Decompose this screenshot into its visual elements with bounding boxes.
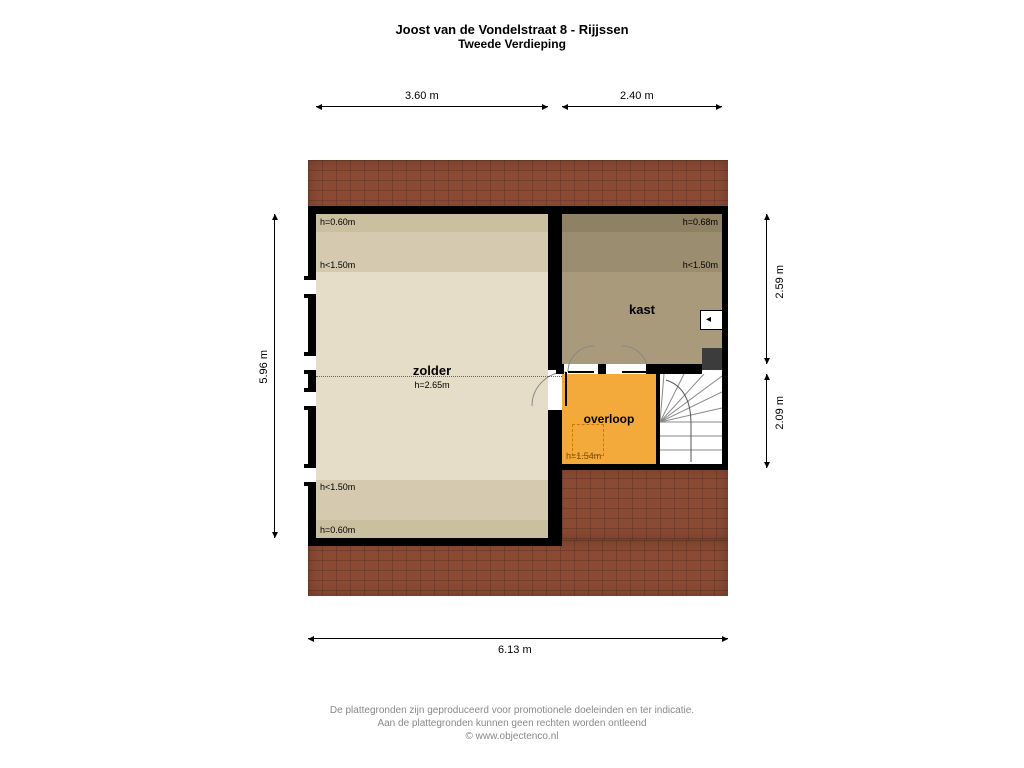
wall-left-4 — [308, 406, 316, 464]
window-left-1-bot — [304, 294, 316, 298]
dim-line-top-left — [316, 106, 548, 107]
footer-line-2: Aan de plattegronden kunnen geen rechten… — [0, 717, 1024, 730]
kast-ceil-top-1: h=0.68m — [683, 217, 718, 227]
stairs — [660, 374, 722, 464]
window-left-4-bot — [304, 482, 316, 486]
footer-line-3: © www.objectenco.nl — [0, 730, 1024, 743]
page-subtitle: Tweede Verdieping — [0, 37, 1024, 51]
dim-top-left: 3.60 m — [405, 90, 439, 102]
wall-overloop-stairs — [656, 374, 660, 464]
midline-connector — [548, 376, 562, 377]
wall-left-2 — [308, 294, 316, 352]
room-kast: h=0.68m h<1.50m ◂ kast — [562, 214, 722, 364]
wall-top-right — [556, 206, 728, 214]
window-left-1-top — [304, 276, 316, 280]
kast-ceil-top-2: h<1.50m — [683, 260, 718, 270]
window-left-2-top — [304, 352, 316, 356]
roof-bottom-right — [548, 468, 728, 540]
door-swing-top-icon — [566, 344, 650, 374]
wall-kast-bottom-3 — [646, 364, 702, 374]
door-swing-left-icon — [528, 368, 574, 414]
page-title: Joost van de Vondelstraat 8 - Rijjssen — [0, 22, 1024, 37]
dim-top-right: 2.40 m — [620, 90, 654, 102]
zolder-ceil-bot-1: h=0.60m — [320, 525, 355, 535]
wall-left-5 — [308, 482, 316, 546]
dim-line-right-top — [766, 214, 767, 364]
wall-left-1 — [308, 206, 316, 276]
dim-right-bottom: 2.09 m — [774, 396, 786, 430]
room-zolder: h=0.60m h<1.50m h<1.50m h=0.60m zolder h… — [316, 214, 548, 538]
wall-right — [722, 206, 728, 468]
roof-bottom-full — [308, 540, 728, 596]
window-left-3-bot — [304, 406, 316, 410]
dim-right-top: 2.59 m — [774, 265, 786, 299]
zolder-sublabel: h=2.65m — [413, 380, 451, 390]
floorplan: h=0.60m h<1.50m h<1.50m h=0.60m zolder h… — [308, 160, 728, 596]
window-left-3-top — [304, 388, 316, 392]
wall-partition-upper — [548, 206, 562, 370]
wall-zolder-bottom — [308, 538, 556, 546]
wall-kast-bottom-2 — [598, 364, 606, 374]
dim-left: 5.96 m — [258, 350, 270, 384]
zolder-ceil-top-2: h<1.50m — [320, 260, 355, 270]
zolder-midline — [316, 376, 548, 377]
room-overloop: overloop h=1.54m — [562, 374, 656, 464]
electrical-box-icon: ◂ — [700, 310, 724, 330]
pillar — [702, 348, 722, 370]
dim-line-top-right — [562, 106, 722, 107]
footer-line-1: De plattegronden zijn geproduceerd voor … — [0, 704, 1024, 717]
dim-bottom: 6.13 m — [498, 644, 532, 656]
wall-top-left — [308, 206, 556, 214]
window-left-2-bot — [304, 370, 316, 374]
zolder-ceil-top-1: h=0.60m — [320, 217, 355, 227]
dim-line-left — [274, 214, 275, 538]
wall-partition-lower — [548, 410, 562, 546]
window-left-4-top — [304, 464, 316, 468]
dim-line-bottom — [308, 638, 728, 639]
dim-line-right-bottom — [766, 374, 767, 468]
zolder-ceil-bot-2: h<1.50m — [320, 482, 355, 492]
wall-right-block-bottom — [556, 464, 728, 470]
overloop-ceil: h=1.54m — [566, 451, 601, 461]
wall-kast-bottom-1 — [556, 364, 564, 374]
